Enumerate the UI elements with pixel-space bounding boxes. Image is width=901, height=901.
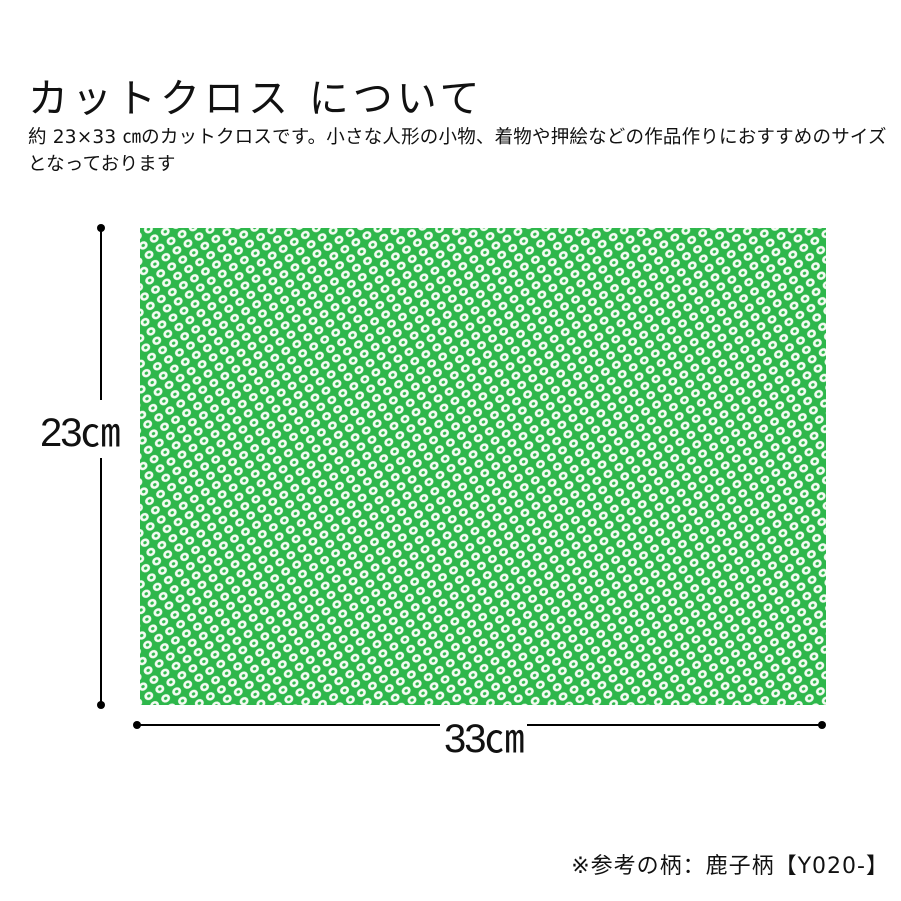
kanoko-pattern bbox=[140, 228, 826, 705]
dimension-endpoint bbox=[818, 721, 826, 729]
fabric-image bbox=[140, 228, 826, 705]
dimension-endpoint bbox=[97, 701, 105, 709]
width-label: 33㎝ bbox=[440, 706, 527, 764]
page-title: カットクロス について bbox=[28, 76, 484, 122]
pattern-note: ※参考の柄：鹿子柄【Y020-】 bbox=[571, 854, 889, 879]
height-dimension-line bbox=[100, 228, 102, 705]
description: 約 23×33 ㎝のカットクロスです。小さな人形の小物、着物や押絵などの作品作り… bbox=[28, 127, 887, 175]
height-label: 23㎝ bbox=[40, 400, 120, 458]
dimension-endpoint bbox=[133, 721, 141, 729]
dimension-endpoint bbox=[97, 224, 105, 232]
